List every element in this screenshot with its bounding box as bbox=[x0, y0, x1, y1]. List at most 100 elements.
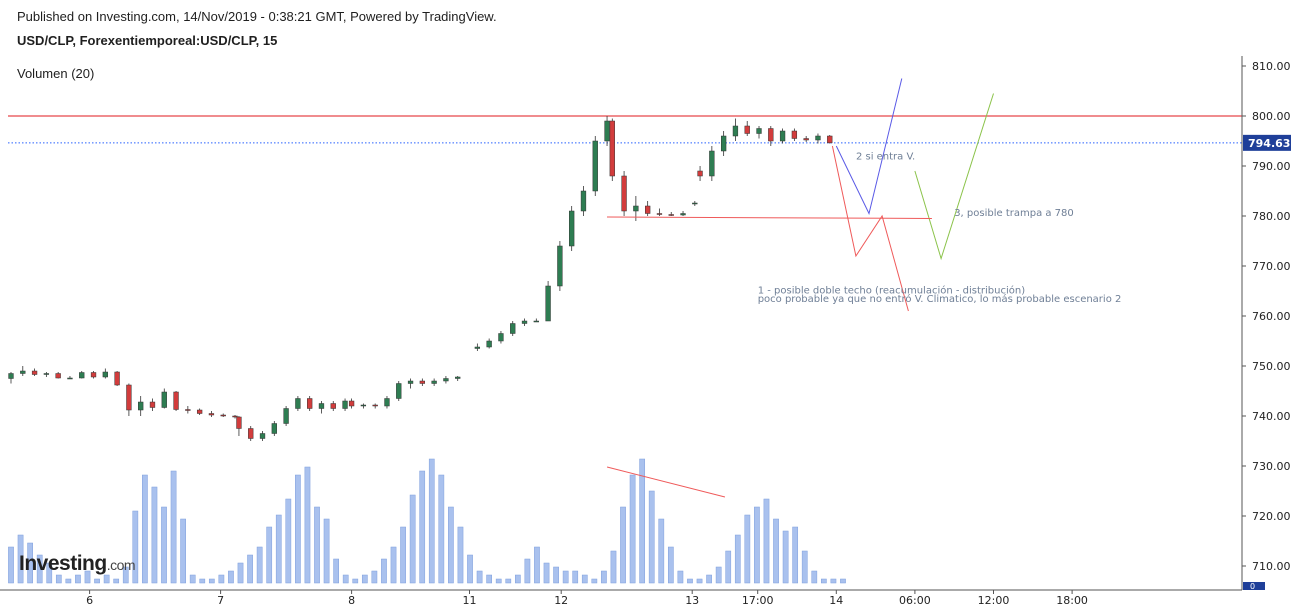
volume-bar bbox=[36, 554, 43, 584]
volume-bar bbox=[476, 570, 483, 584]
candle-body bbox=[79, 372, 85, 379]
volume-bar bbox=[228, 570, 234, 584]
candle-body bbox=[697, 170, 703, 177]
candle-body bbox=[208, 413, 215, 416]
y-tick-label: 720.00 bbox=[1252, 510, 1291, 523]
x-tick-label: 17:00 bbox=[742, 594, 774, 607]
volume-bar bbox=[103, 574, 110, 584]
candle-body bbox=[360, 404, 367, 407]
volume-bar bbox=[142, 474, 148, 584]
volume-bar bbox=[715, 566, 722, 584]
candle-body bbox=[407, 380, 414, 384]
volume-bar bbox=[46, 562, 53, 584]
reference-lines bbox=[8, 115, 1242, 144]
y-tick-label: 770.00 bbox=[1252, 260, 1291, 273]
candle-body bbox=[185, 409, 191, 411]
candle-body bbox=[20, 370, 26, 374]
candle-body bbox=[474, 346, 481, 349]
annotations: 2 si entra V. 3, posible trampa a 780 1 - … bbox=[758, 152, 1122, 306]
volume-bar bbox=[687, 578, 693, 584]
candle-body bbox=[102, 371, 108, 378]
volume-bar bbox=[132, 510, 139, 584]
volume-bar bbox=[27, 542, 33, 584]
candle-body bbox=[768, 128, 774, 142]
x-tick-label: 06:00 bbox=[899, 594, 931, 607]
volume-bar bbox=[8, 546, 14, 584]
volume-bar bbox=[247, 554, 253, 584]
volume-bar bbox=[801, 550, 808, 584]
logo-brand: Investing bbox=[19, 552, 107, 575]
candle-body bbox=[8, 373, 14, 379]
candle-body bbox=[126, 384, 132, 411]
volume-bar bbox=[782, 530, 789, 584]
y-tick-label: 810.00 bbox=[1252, 60, 1291, 73]
volume-bar bbox=[792, 526, 799, 584]
volume-bar bbox=[122, 566, 129, 584]
x-tick-label: 13 bbox=[685, 594, 699, 607]
red-scenario-line bbox=[831, 145, 909, 312]
y-tick-label: 800.00 bbox=[1252, 110, 1291, 123]
volume-bar bbox=[620, 506, 626, 584]
volume-bar bbox=[84, 570, 91, 584]
volume-bar bbox=[448, 506, 454, 584]
candle-body bbox=[67, 377, 73, 380]
volume-bar bbox=[113, 578, 120, 584]
volume-bar bbox=[314, 506, 320, 584]
candle-body bbox=[486, 340, 492, 348]
volume-bar bbox=[553, 566, 559, 584]
x-tick-label: 12 bbox=[554, 594, 568, 607]
volume-bar bbox=[438, 474, 445, 584]
candle-body bbox=[307, 398, 313, 409]
axes: 710.00 720.00 730.00 740.00 750.00 760.00 770.… bbox=[0, 56, 1291, 607]
volume-bar bbox=[830, 578, 837, 584]
scenario-lines bbox=[606, 78, 994, 312]
volume-bar bbox=[208, 578, 215, 584]
volume-bar bbox=[400, 526, 406, 584]
candle-body bbox=[271, 423, 277, 434]
candle-body bbox=[173, 391, 179, 410]
y-tick-label: 730.00 bbox=[1252, 460, 1291, 473]
support-780-line bbox=[606, 216, 932, 219]
volume-bar bbox=[199, 578, 206, 584]
last-price-label: 794.63 bbox=[1248, 137, 1290, 150]
volume-bar bbox=[65, 578, 72, 584]
volume-bar bbox=[151, 486, 158, 584]
volume-bar bbox=[763, 498, 770, 584]
candle-body bbox=[283, 408, 289, 424]
volume-bar bbox=[648, 490, 655, 584]
volume-bar bbox=[381, 558, 387, 584]
volume-bar bbox=[467, 554, 473, 584]
volume-bar bbox=[161, 506, 167, 584]
volume-bar bbox=[505, 578, 512, 584]
volume-bar bbox=[371, 570, 378, 584]
candle-body bbox=[656, 213, 663, 215]
x-tick-label: 14 bbox=[829, 594, 843, 607]
volume-bar bbox=[189, 574, 196, 584]
candle-body bbox=[196, 409, 203, 414]
volume-bar bbox=[840, 578, 846, 584]
candle-body bbox=[680, 213, 686, 216]
volume-bar bbox=[94, 578, 100, 584]
x-tick-label: 7 bbox=[217, 594, 224, 607]
volume-bar bbox=[285, 498, 292, 584]
investing-logo: Investing.com bbox=[19, 552, 136, 576]
volume-bar bbox=[361, 574, 368, 584]
volume-bar bbox=[591, 578, 598, 584]
candle-body bbox=[443, 378, 449, 382]
volume-bar bbox=[754, 506, 760, 584]
published-caption: Published on Investing.com, 14/Nov/2019 … bbox=[17, 9, 497, 24]
volume-bar bbox=[180, 518, 186, 584]
candle-body bbox=[372, 404, 378, 407]
annotation-text: 3, posible trampa a 780 bbox=[954, 208, 1074, 219]
y-tick-label: 790.00 bbox=[1252, 160, 1291, 173]
y-tick-label: 740.00 bbox=[1252, 410, 1291, 423]
volume-bar bbox=[428, 458, 435, 584]
volume-bar bbox=[639, 458, 646, 584]
candle-body bbox=[592, 140, 598, 192]
volume-bar bbox=[409, 494, 416, 584]
volume-bar bbox=[667, 546, 674, 584]
annotation-text: 2 si entra V. bbox=[856, 152, 915, 163]
candle-body bbox=[348, 400, 355, 407]
volume-bar bbox=[323, 518, 330, 584]
